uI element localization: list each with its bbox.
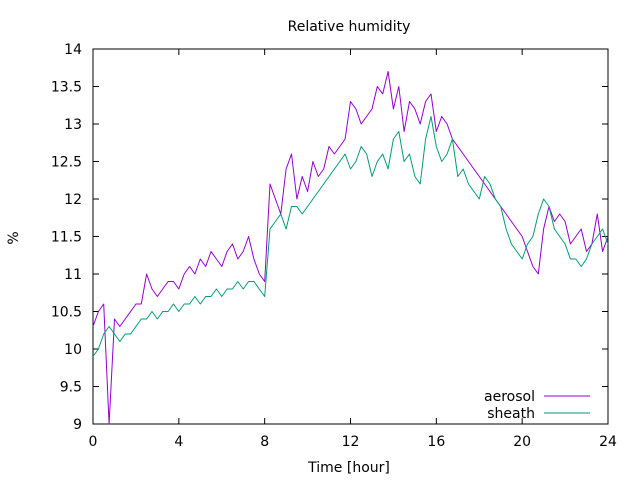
x-tick-label: 12 [342,434,360,450]
y-axis-label: % [6,231,22,244]
x-axis-label: Time [hour] [307,460,390,476]
y-tick-label: 13.5 [51,80,82,96]
y-tick-label: 12 [64,192,82,208]
y-tick-label: 9.5 [60,380,82,396]
y-tick-label: 13 [64,117,82,133]
x-tick-label: 4 [174,434,183,450]
y-tick-label: 14 [64,42,82,58]
series-layer [92,71,609,425]
y-axis: 9 9.5 10 10.5 11 11.5 12 12.5 13 13.5 14 [51,42,608,433]
x-tick-label: 8 [260,434,269,450]
y-tick-label: 10.5 [51,305,82,321]
legend-label-sheath: sheath [487,406,535,422]
x-tick-label: 24 [599,434,617,450]
chart-title: Relative humidity [288,19,411,35]
y-tick-label: 10 [64,342,82,358]
y-tick-label: 11 [64,267,82,283]
y-tick-label: 12.5 [51,155,82,171]
x-axis: 0 4 8 12 16 20 24 [89,49,617,450]
y-tick-label: 9 [73,417,82,433]
plot-frame [92,48,609,425]
x-tick-label: 0 [89,434,98,450]
series-line-sheath [92,116,609,357]
legend-label-aerosol: aerosol [484,389,535,405]
x-tick-label: 20 [513,434,531,450]
x-tick-label: 16 [427,434,445,450]
series-line-aerosol [92,71,609,425]
y-tick-label: 11.5 [51,230,82,246]
